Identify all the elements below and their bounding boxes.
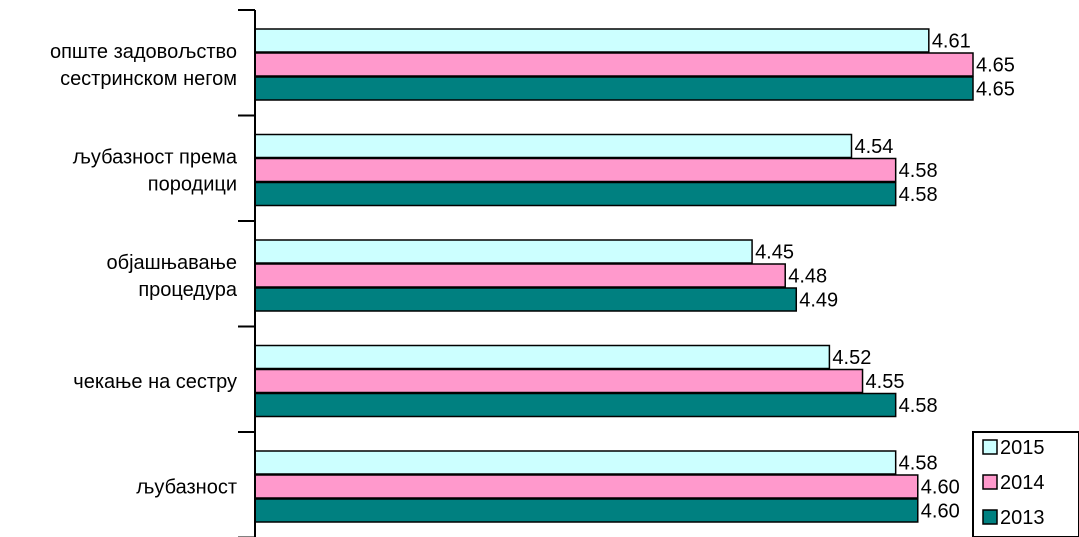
category-label-line: опште задовољство: [50, 41, 237, 63]
legend-label: 2013: [1000, 507, 1045, 529]
value-label: 4.58: [899, 160, 938, 182]
bar-2015: [254, 450, 897, 475]
category-label-line: чекање на сестру: [73, 371, 237, 393]
category-label-line: породици: [148, 174, 237, 196]
value-label: 4.58: [899, 395, 938, 417]
category-label-line: процедура: [138, 279, 238, 301]
value-label: 4.55: [866, 371, 905, 393]
category-label-line: љубазност према: [73, 147, 238, 169]
category-label-line: сестринском негом: [60, 68, 237, 90]
bar-2014: [254, 474, 919, 499]
bar-2013: [254, 392, 897, 418]
value-label: 4.45: [755, 242, 794, 264]
category-label-line: објашњавање: [107, 252, 237, 274]
category-label: чекање на сестру: [73, 371, 237, 393]
bar-2014: [254, 263, 786, 288]
value-label: 4.52: [832, 347, 871, 369]
bar-2013: [254, 287, 798, 312]
bar-2015: [254, 28, 930, 53]
value-label: 4.58: [899, 453, 938, 475]
legend-swatch-2014: [982, 474, 998, 490]
value-label: 4.54: [854, 136, 893, 158]
category-axis-ticks: [238, 9, 255, 537]
bar-marks: [254, 28, 974, 523]
category-label: објашњавање процедура: [107, 252, 238, 301]
bar-2015: [254, 344, 831, 370]
bar-2014: [254, 157, 897, 183]
bar-2015: [254, 239, 753, 264]
category-label: љубазност према породици: [73, 147, 238, 196]
bar-2015: [254, 133, 853, 159]
bar-2013: [254, 181, 897, 207]
value-label: 4.58: [899, 184, 938, 206]
bar-2014: [254, 368, 864, 394]
value-label: 4.48: [788, 266, 827, 288]
value-label: 4.49: [799, 290, 838, 312]
value-label: 4.60: [921, 477, 960, 499]
category-label: опште задовољство сестринском негом: [50, 41, 237, 90]
value-labels: 4.614.654.654.544.584.584.454.484.494.52…: [755, 31, 1015, 523]
bar-2013: [254, 498, 919, 523]
value-label: 4.60: [921, 501, 960, 523]
legend-swatch-2015: [982, 439, 998, 455]
bar-2014: [254, 52, 974, 77]
bar-2013: [254, 76, 974, 101]
value-label: 4.61: [932, 31, 971, 53]
value-label: 4.65: [976, 79, 1015, 101]
legend-swatch-2013: [982, 509, 998, 525]
legend-label: 2014: [1000, 472, 1045, 494]
category-label: љубазност: [136, 477, 237, 499]
legend: 2015 2014 2013: [972, 431, 1079, 537]
category-labels: опште задовољство сестринском негом љубазн…: [50, 41, 238, 499]
value-label: 4.65: [976, 55, 1015, 77]
legend-label: 2015: [1000, 437, 1045, 459]
category-label-line: љубазност: [136, 477, 237, 499]
